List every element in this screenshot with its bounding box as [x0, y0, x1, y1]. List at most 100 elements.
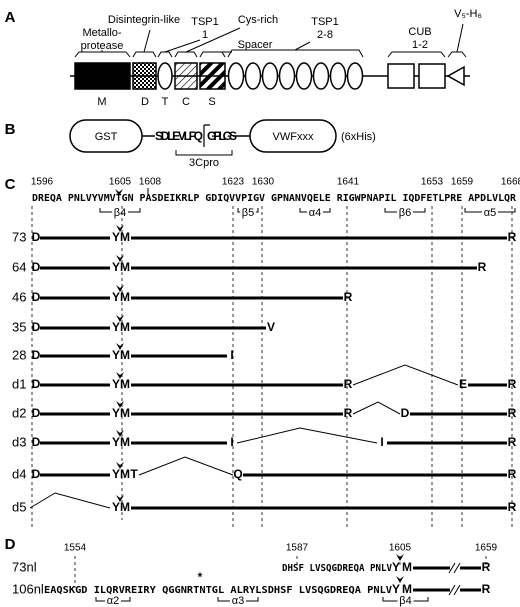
- residue: R: [344, 377, 353, 391]
- residue: R: [508, 467, 517, 481]
- domain-label: Metallo-: [82, 27, 121, 39]
- residue: R: [482, 560, 491, 574]
- residue-number: 1653: [421, 177, 444, 188]
- residue: I: [230, 435, 233, 449]
- sequence: DHSF LVSQGDREQA PNLV: [282, 563, 392, 574]
- residue: D: [32, 467, 41, 481]
- residue: M: [402, 560, 412, 574]
- cleavage-arrow: [396, 576, 404, 583]
- residue: M: [120, 377, 130, 391]
- residue: M: [120, 467, 130, 481]
- residue: M: [120, 290, 130, 304]
- residue: Y: [112, 348, 120, 362]
- row-label: d5: [12, 499, 26, 514]
- residue: R: [344, 406, 353, 420]
- residue: Y: [392, 582, 400, 596]
- panel-label: A: [5, 9, 16, 26]
- row-label: 28: [12, 347, 26, 362]
- row-label: 46: [12, 289, 26, 304]
- cleavage-arrow: [396, 554, 404, 561]
- residue: D: [32, 320, 41, 334]
- structure-label: α2: [107, 595, 119, 607]
- domain-label: Disintegrin-like: [108, 14, 180, 26]
- structure-label: α4: [309, 207, 321, 219]
- domain-label: 2-8: [317, 29, 333, 41]
- residue-number: 1605: [109, 177, 132, 188]
- residue: D: [32, 260, 41, 274]
- site-right: GPLGS: [207, 129, 237, 143]
- residue-number: 1587: [286, 543, 309, 554]
- residue: Y: [392, 560, 400, 574]
- residue: T: [130, 467, 138, 481]
- cleavage-arrow: [116, 430, 124, 437]
- residue-number: 1554: [64, 543, 87, 554]
- annotation: *: [198, 570, 203, 584]
- fragment-label: VWFxxx: [273, 131, 314, 143]
- connector: [384, 208, 426, 213]
- residue: R: [508, 377, 517, 391]
- connector: [138, 456, 234, 476]
- residue: D: [32, 290, 41, 304]
- row-label: 35: [12, 319, 26, 334]
- connector: [29, 492, 111, 509]
- residue: Y: [112, 230, 120, 244]
- domain-letter: T: [162, 96, 169, 108]
- domain-label: 1-2: [412, 39, 428, 51]
- residue: M: [120, 260, 130, 274]
- connector: [236, 427, 378, 444]
- domain-label: CUB: [408, 26, 431, 38]
- residue: Y: [112, 260, 120, 274]
- connector: [299, 208, 331, 213]
- cleavage-arrow: [115, 189, 123, 196]
- domain-letter: S: [208, 96, 215, 108]
- residue: Y: [112, 290, 120, 304]
- residue: R: [508, 406, 517, 420]
- row-label: d2: [12, 405, 26, 420]
- connector: [237, 208, 259, 213]
- residue: D: [32, 348, 41, 362]
- residue: R: [508, 500, 517, 514]
- residue: D: [401, 406, 410, 420]
- residue: R: [482, 582, 491, 596]
- residue-number: 1659: [475, 543, 498, 554]
- connector: [352, 401, 401, 415]
- residue: I: [380, 435, 383, 449]
- site-left: SDLEVLFQ: [155, 129, 203, 143]
- residue: Y: [112, 406, 120, 420]
- residue: I: [230, 348, 233, 362]
- residue: M: [120, 435, 130, 449]
- residue-number: 1659: [451, 177, 474, 188]
- residue: D: [32, 377, 41, 391]
- cleavage-arrow: [116, 343, 124, 350]
- residue: M: [120, 500, 130, 514]
- residue-number: 1630: [252, 177, 275, 188]
- structure-label: α3: [232, 595, 244, 607]
- residue: D: [32, 435, 41, 449]
- connector: [95, 597, 131, 602]
- connector: [464, 208, 516, 213]
- residue: Y: [112, 377, 120, 391]
- panel-label: D: [5, 536, 16, 553]
- residue: Y: [112, 467, 120, 481]
- connector: [448, 562, 461, 574]
- row-label: 73: [12, 229, 26, 244]
- row-label: 73nl: [12, 559, 37, 574]
- tag-label: GST: [95, 131, 118, 143]
- cleavage-arrow: [116, 285, 124, 292]
- cleavage-arrow: [116, 401, 124, 408]
- residue-number: 1596: [31, 177, 54, 188]
- residue: Y: [112, 500, 120, 514]
- cleavage-arrow: [116, 315, 124, 322]
- residue-number: 1623: [222, 177, 245, 188]
- row-label: 64: [12, 259, 26, 274]
- cleavage-arrow: [116, 372, 124, 379]
- domain-letter: C: [182, 96, 190, 108]
- domain-label: protease: [81, 40, 124, 52]
- connector: [382, 597, 429, 602]
- residue-number: 1668: [501, 177, 520, 188]
- residue: E: [459, 377, 467, 391]
- residue: M: [120, 230, 130, 244]
- domain-label: V₅-H₆: [454, 8, 482, 20]
- residue-number: 1608: [139, 177, 162, 188]
- panel-label: B: [5, 121, 16, 138]
